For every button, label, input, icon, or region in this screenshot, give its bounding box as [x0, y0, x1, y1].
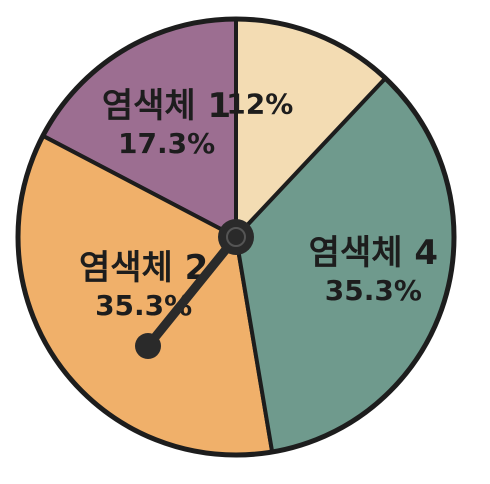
slice-value-label: 17.3% [118, 127, 215, 160]
pointer-hub [218, 219, 254, 255]
pointer-hand [143, 232, 241, 351]
slice-name-label: 염색체 2 [79, 248, 208, 288]
slices-layer [16, 17, 456, 457]
pie-outline [15, 16, 457, 458]
slice-name-label: 염색체 1 [102, 86, 231, 126]
pointer-tip [135, 333, 161, 359]
slice-value-label: 12% [226, 87, 293, 120]
pointer-hub-ring [226, 227, 246, 247]
slice-value-label: 35.3% [325, 274, 422, 307]
pointer-layer [135, 219, 254, 359]
slice-name-label: 염색체 4 [309, 233, 438, 273]
